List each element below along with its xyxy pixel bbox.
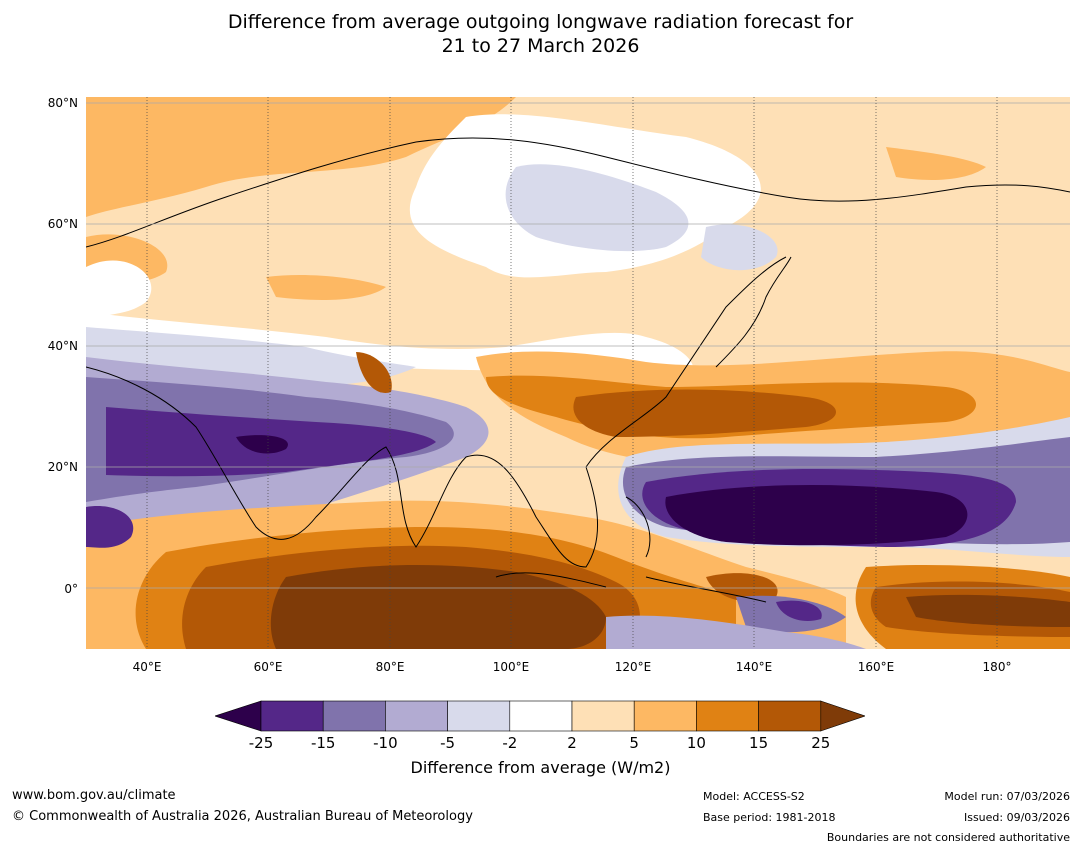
- issued-text: Issued: 09/03/2026: [963, 811, 1070, 824]
- map-area: [86, 97, 1070, 649]
- colorbar-segment: [633, 700, 697, 732]
- colorbar-tick-label: 2: [567, 734, 577, 752]
- colorbar-tick-label: -25: [248, 734, 274, 752]
- colorbar-tick-label: 25: [811, 734, 831, 752]
- base-period-text: Base period: 1981-2018: [703, 811, 836, 824]
- website-link[interactable]: www.bom.gov.au/climate: [12, 788, 176, 803]
- model-text: Model: ACCESS-S2: [703, 790, 805, 803]
- colorbar-segment: [571, 700, 635, 732]
- lon-label-180: 180°: [982, 660, 1012, 674]
- anomaly-region: [86, 260, 152, 322]
- longitude-gridlines: [146, 97, 998, 649]
- anomaly-region: [701, 224, 778, 271]
- colorbar-tick-label: 15: [749, 734, 769, 752]
- lon-label-60e: 60°E: [253, 660, 283, 674]
- lon-label-100e: 100°E: [492, 660, 530, 674]
- disclaimer-text: Boundaries are not considered authoritat…: [826, 831, 1070, 844]
- lat-label-60n: 60°N: [47, 217, 78, 231]
- colorbar-tick-label: -15: [310, 734, 336, 752]
- anomaly-region: [236, 435, 288, 454]
- colorbar-segment: [758, 700, 822, 732]
- colorbar-tick-label: -10: [373, 734, 398, 752]
- lat-label-0: 0°: [64, 582, 78, 596]
- anomaly-region: [606, 615, 866, 649]
- copyright-text: © Commonwealth of Australia 2026, Austra…: [12, 809, 473, 824]
- anomaly-region: [86, 97, 516, 217]
- anomaly-region: [505, 164, 689, 252]
- anomaly-region: [266, 275, 386, 300]
- coastline: [86, 137, 1070, 248]
- colorbar-extend-low: [215, 700, 262, 732]
- map-svg: [86, 97, 1070, 649]
- lat-label-40n: 40°N: [47, 339, 78, 353]
- coastline: [495, 572, 767, 603]
- title-line-1: Difference from average outgoing longwav…: [227, 11, 854, 33]
- coastline: [86, 256, 787, 568]
- colorbar-tick-label: 5: [629, 734, 639, 752]
- lat-label-80n: 80°N: [47, 96, 78, 110]
- lon-label-120e: 120°E: [614, 660, 652, 674]
- anomaly-region: [665, 485, 968, 546]
- coastline: [715, 256, 792, 368]
- lon-label-160e: 160°E: [857, 660, 895, 674]
- model-run-text: Model run: 07/03/2026: [944, 790, 1070, 803]
- colorbar-segment: [322, 700, 386, 732]
- lon-label-80e: 80°E: [375, 660, 405, 674]
- title-line-2: 21 to 27 March 2026: [441, 35, 640, 57]
- colorbar-segment: [385, 700, 448, 732]
- colorbar-tick-label: -2: [502, 734, 518, 752]
- colorbar-segment: [696, 700, 759, 732]
- anomaly-region: [573, 389, 836, 437]
- anomaly-region: [356, 352, 392, 393]
- anomaly-region: [86, 506, 134, 548]
- chart-title: Difference from average outgoing longwav…: [0, 10, 1081, 58]
- colorbar-extend-high: [820, 700, 865, 732]
- anomaly-region: [906, 594, 1070, 627]
- lon-label-140e: 140°E: [735, 660, 773, 674]
- anomaly-region: [270, 565, 606, 649]
- colorbar-tick-label: 10: [686, 734, 706, 752]
- colorbar-segment: [509, 700, 573, 732]
- anomaly-region: [886, 147, 986, 180]
- coastline: [625, 496, 651, 558]
- latitude-gridlines: [86, 102, 1070, 589]
- colorbar-label: Difference from average (W/m2): [410, 758, 671, 777]
- anomaly-region: [706, 573, 778, 602]
- lat-label-20n: 20°N: [47, 460, 78, 474]
- colorbar-segment: [260, 700, 324, 732]
- lon-label-40e: 40°E: [132, 660, 162, 674]
- anomaly-region: [776, 600, 822, 622]
- colorbar-segment: [447, 700, 511, 732]
- colorbar-tick-label: -5: [440, 734, 456, 752]
- colorbar: [215, 700, 865, 732]
